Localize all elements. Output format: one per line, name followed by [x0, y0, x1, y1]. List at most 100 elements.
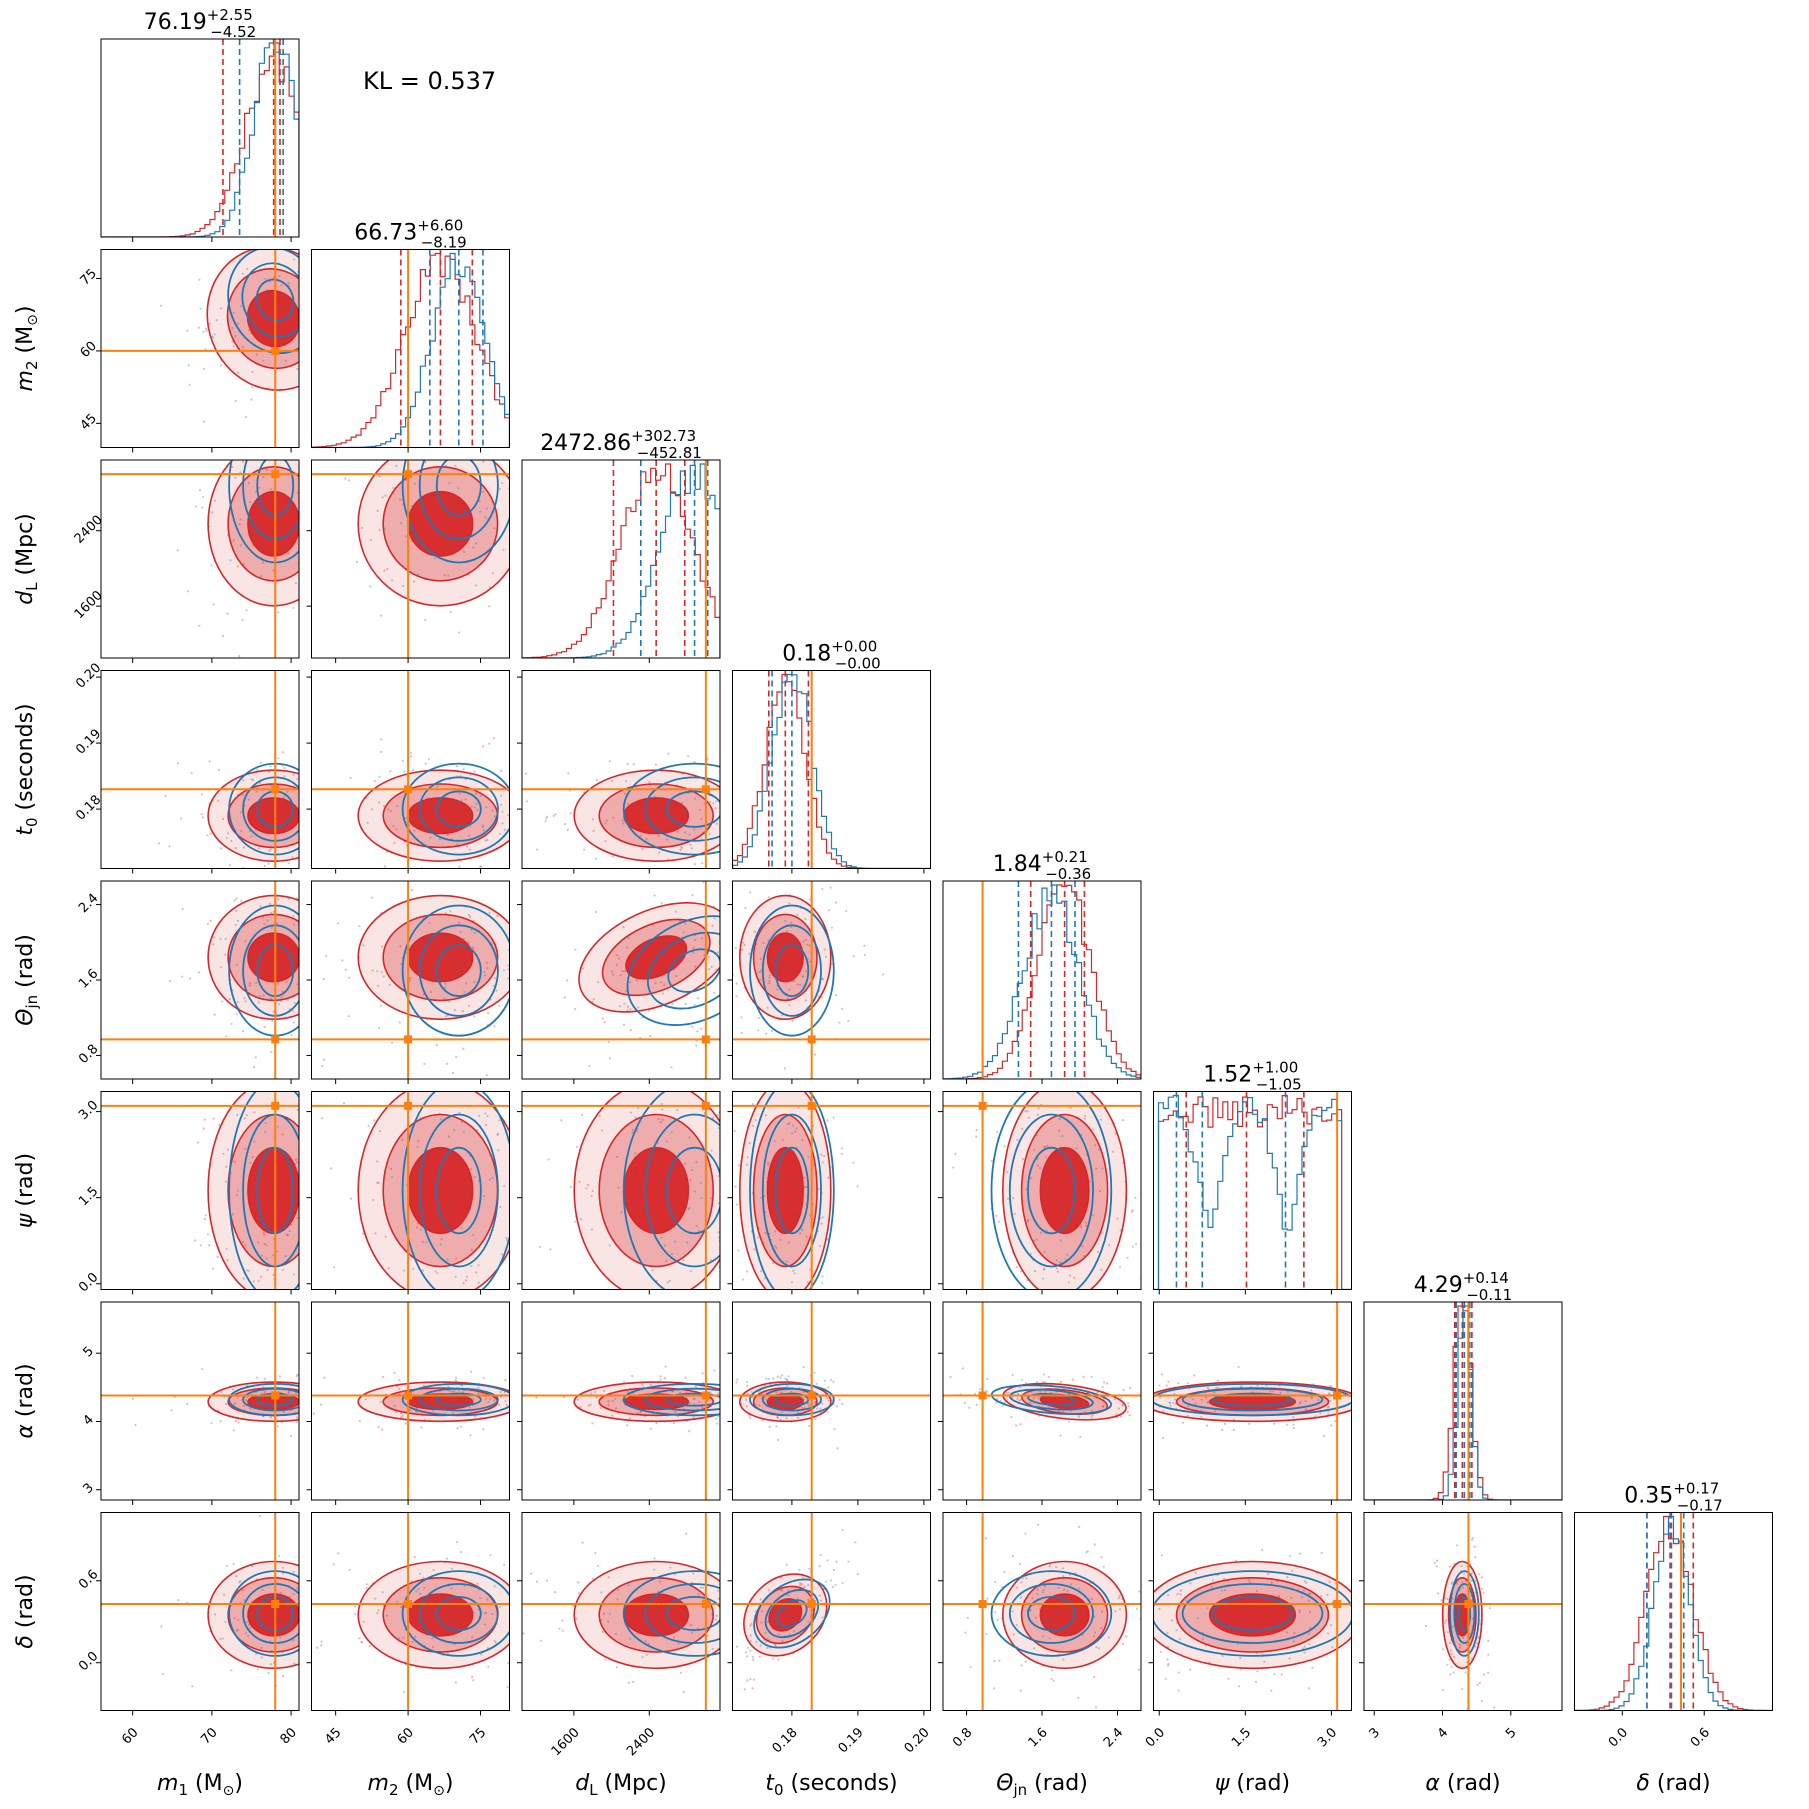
- sample-point: [470, 1265, 473, 1268]
- sample-point: [560, 1119, 563, 1122]
- sample-point: [591, 1577, 595, 1580]
- sample-point: [1310, 1389, 1313, 1392]
- sample-point: [692, 1397, 695, 1400]
- panel-m1-t0: [101, 670, 299, 869]
- sample-point: [256, 1731, 258, 1733]
- sample-point: [749, 891, 752, 894]
- sample-point: [1320, 1595, 1323, 1598]
- contour-1-1: [644, 1113, 720, 1268]
- sample-point: [626, 1424, 629, 1427]
- sample-point: [1308, 1592, 1312, 1595]
- sample-point: [446, 1258, 449, 1261]
- sample-point: [349, 776, 352, 780]
- sample-point: [743, 986, 746, 990]
- sample-point: [659, 1375, 662, 1378]
- sample-point: [624, 792, 627, 795]
- sample-point: [303, 1171, 305, 1173]
- sample-point: [863, 944, 866, 947]
- sample-point: [1013, 1212, 1016, 1215]
- sample-point: [262, 916, 265, 919]
- sample-point: [594, 1390, 597, 1394]
- sample-point: [496, 848, 499, 851]
- sample-point: [549, 512, 551, 514]
- sample-point: [381, 1591, 384, 1594]
- sample-point: [669, 1632, 673, 1635]
- x-tick-label-dL: 2400: [624, 1725, 658, 1759]
- sample-point: [1186, 1382, 1189, 1385]
- sample-point: [830, 1399, 834, 1402]
- sample-point: [723, 1225, 725, 1227]
- sample-point: [249, 1161, 252, 1165]
- contour-1-1: [1008, 1583, 1094, 1644]
- sample-point: [787, 1241, 790, 1244]
- panel-t0-psi: [732, 1091, 931, 1290]
- sample-point: [168, 845, 171, 848]
- sample-point: [1047, 1375, 1050, 1378]
- sample-point: [1449, 1649, 1452, 1652]
- sample-point: [333, 1266, 336, 1269]
- sample-point: [704, 873, 706, 875]
- sample-point: [381, 945, 384, 948]
- sample-point: [627, 936, 630, 940]
- sample-point: [1169, 1402, 1172, 1405]
- sample-point: [1221, 1654, 1224, 1657]
- sample-point: [468, 1406, 471, 1409]
- sample-point: [334, 264, 336, 266]
- sample-point: [706, 1634, 709, 1638]
- sample-point: [806, 943, 809, 946]
- sample-point: [1080, 1208, 1083, 1211]
- sample-point: [1043, 1251, 1046, 1254]
- sample-point: [801, 1583, 804, 1586]
- sample-point: [830, 926, 833, 929]
- sample-point: [649, 1427, 652, 1430]
- sample-point: [367, 438, 369, 440]
- sample-point: [218, 1123, 221, 1126]
- sample-point: [591, 1000, 594, 1004]
- sample-point: [700, 1720, 702, 1722]
- sample-point: [1085, 1551, 1088, 1554]
- sample-point: [649, 1383, 653, 1386]
- panel-frame-0-0: [100, 38, 300, 238]
- sample-point: [288, 802, 291, 805]
- sample-point: [335, 1131, 337, 1133]
- sample-point: [314, 1264, 316, 1266]
- sample-point: [1003, 1145, 1006, 1148]
- sample-point: [157, 842, 161, 845]
- sample-point: [502, 434, 504, 436]
- sample-point: [200, 813, 203, 816]
- sample-point: [802, 940, 805, 943]
- sample-point: [498, 1403, 501, 1406]
- sample-point: [1471, 1536, 1474, 1539]
- sample-point: [645, 837, 648, 841]
- sample-point: [693, 828, 696, 831]
- sample-point: [160, 304, 163, 307]
- truth-marker: [701, 1101, 710, 1110]
- sample-point: [470, 928, 473, 931]
- sample-point: [759, 957, 762, 960]
- sample-point: [567, 772, 570, 775]
- sample-point: [1019, 1398, 1022, 1401]
- sample-point: [671, 1003, 674, 1006]
- sample-point: [170, 1409, 173, 1412]
- sample-point: [1032, 1148, 1036, 1151]
- sample-point: [1016, 1397, 1019, 1400]
- sample-point: [333, 269, 335, 271]
- sample-point: [489, 1154, 492, 1157]
- sample-point: [337, 229, 339, 231]
- sample-point: [796, 1416, 800, 1419]
- sample-point: [196, 1141, 199, 1144]
- sample-point: [595, 778, 599, 782]
- sample-point: [400, 521, 403, 524]
- sample-point: [1158, 1384, 1161, 1387]
- sample-point: [220, 1391, 223, 1394]
- sample-point: [248, 984, 251, 987]
- sample-point: [305, 303, 307, 305]
- sample-point: [601, 1630, 605, 1633]
- sample-point: [528, 983, 530, 985]
- sample-point: [405, 535, 408, 538]
- sample-point: [1001, 1404, 1004, 1407]
- sample-point: [724, 1408, 726, 1410]
- sample-point: [1033, 1239, 1036, 1242]
- sample-point: [417, 1588, 420, 1591]
- sample-point: [208, 525, 211, 528]
